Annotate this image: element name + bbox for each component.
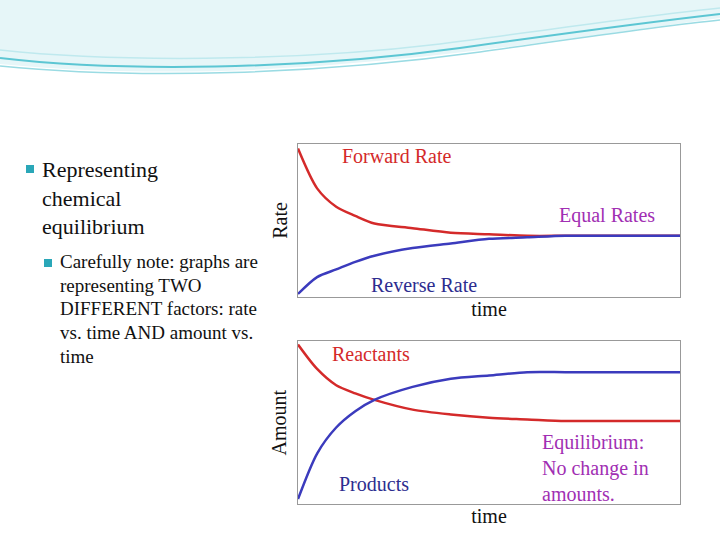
svg-text:Forward Rate: Forward Rate — [342, 145, 452, 167]
svg-text:Amount: Amount — [269, 389, 291, 455]
svg-text:Reactants: Reactants — [332, 343, 410, 365]
svg-text:time: time — [471, 298, 507, 320]
svg-text:Equilibrium:No change inamount: Equilibrium:No change inamounts. — [542, 431, 649, 505]
svg-text:Equal Rates: Equal Rates — [559, 204, 655, 227]
svg-text:time: time — [471, 505, 507, 527]
html-text:Representing chemical equilibr: Representing chemical equilibrium — [42, 157, 159, 240]
html-text:Carefully note: graphs are rep: Carefully note: graphs are representing … — [60, 250, 258, 367]
svg-text:Products: Products — [339, 473, 409, 495]
svg-text:Rate: Rate — [269, 202, 291, 239]
svg-text:Reverse Rate: Reverse Rate — [371, 274, 477, 296]
